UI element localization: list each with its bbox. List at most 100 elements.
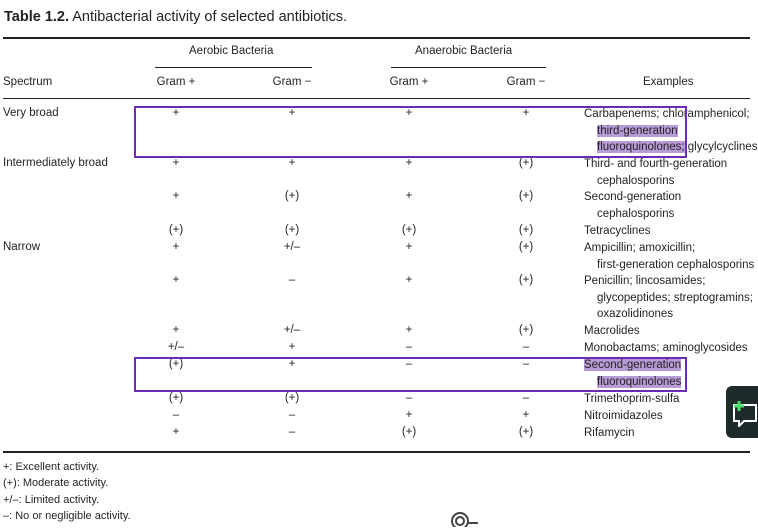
activity-cell: + xyxy=(405,274,413,286)
activity-cell: (+) xyxy=(168,358,184,370)
examples-text: Third- and fourth-generation xyxy=(584,158,728,170)
activity-cell: +/– xyxy=(283,241,301,253)
activity-cell: – xyxy=(172,409,180,421)
examples-line: fluoroquinolones xyxy=(584,374,682,391)
activity-cell: + xyxy=(288,358,296,370)
activity-cell: (+) xyxy=(168,392,184,404)
activity-cell: (+) xyxy=(401,426,417,438)
activity-cell: – xyxy=(522,341,530,353)
row-spectrum-label: Narrow xyxy=(3,241,41,253)
col-header-aerobic-gram-pos: Gram + xyxy=(156,76,196,88)
examples-cell: Carbapenems; chloramphenicol; third-gener… xyxy=(584,106,757,156)
examples-line: Second-generation xyxy=(584,189,681,206)
activity-cell: (+) xyxy=(518,157,534,169)
activity-cell: +/– xyxy=(283,324,301,336)
activity-cell: + xyxy=(522,409,530,421)
examples-text: oxazolidinones xyxy=(597,308,674,320)
examples-line: cephalosporins xyxy=(584,173,727,190)
examples-line: Nitroimidazoles xyxy=(584,408,663,425)
examples-text: Second-generation xyxy=(584,359,682,371)
examples-cell: Macrolides xyxy=(584,323,640,340)
examples-line: first-generation cephalosporins xyxy=(584,257,754,274)
examples-line: cephalosporins xyxy=(584,206,681,223)
examples-cell: Nitroimidazoles xyxy=(584,408,663,425)
examples-text: cephalosporins xyxy=(597,207,675,220)
col-header-examples: Examples xyxy=(643,76,694,88)
highlight-box-second-gen-fq xyxy=(134,357,687,392)
activity-cell: – xyxy=(522,392,530,404)
examples-text: Macrolides xyxy=(584,325,640,337)
row-spectrum-label: Very broad xyxy=(3,107,59,119)
activity-cell: + xyxy=(172,324,180,336)
group-anaerobic: Anaerobic Bacteria xyxy=(415,45,513,57)
group-aerobic-rule xyxy=(155,67,312,68)
activity-cell: (+) xyxy=(518,426,534,438)
add-comment-button[interactable] xyxy=(726,386,758,438)
group-aerobic: Aerobic Bacteria xyxy=(189,45,274,57)
examples-cell: Rifamycin xyxy=(584,425,634,442)
add-comment-icon xyxy=(733,401,757,427)
activity-cell: (+) xyxy=(284,190,300,202)
col-header-spectrum: Spectrum xyxy=(3,76,53,88)
examples-text: Nitroimidazoles xyxy=(584,410,663,422)
activity-cell: + xyxy=(405,107,413,119)
activity-cell: + xyxy=(522,107,530,119)
activity-cell: (+) xyxy=(401,224,417,236)
activity-cell: + xyxy=(172,241,180,253)
examples-text: Ampicillin; amoxicillin; xyxy=(584,242,696,254)
examples-line: Second-generation xyxy=(584,357,682,374)
col-header-anaerobic-gram-pos: Gram + xyxy=(389,76,429,88)
activity-cell: + xyxy=(172,190,180,202)
activity-cell: +/– xyxy=(167,341,185,353)
activity-cell: (+) xyxy=(284,224,300,236)
table-title-label: Table 1.2. xyxy=(4,9,70,25)
highlight-box-very-broad xyxy=(134,106,687,158)
activity-cell: + xyxy=(288,341,296,353)
activity-cell: + xyxy=(172,426,180,438)
table-title: Table 1.2. Antibacterial activity of sel… xyxy=(4,9,347,25)
activity-cell: (+) xyxy=(284,392,300,404)
examples-line: third-generation xyxy=(584,123,757,140)
examples-cell: Tetracyclines xyxy=(584,223,650,240)
examples-cell: Trimethoprim-sulfa xyxy=(584,391,679,408)
activity-cell: (+) xyxy=(518,324,534,336)
activity-cell: + xyxy=(288,157,296,169)
row-spectrum-label: Intermediately broad xyxy=(3,157,108,169)
examples-text: Trimethoprim-sulfa xyxy=(584,393,680,405)
examples-line: Ampicillin; amoxicillin; xyxy=(584,240,754,257)
examples-line: oxazolidinones xyxy=(584,306,753,323)
examples-cell: Ampicillin; amoxicillin; first-generation… xyxy=(584,240,754,273)
legend-item-limited: +/–: Limited activity. xyxy=(3,493,100,506)
examples-line: Carbapenems; chloramphenicol; xyxy=(584,106,757,123)
examples-cell: Second-generation fluoroquinolones xyxy=(584,357,682,391)
group-anaerobic-rule xyxy=(391,67,546,68)
examples-line: Monobactams; aminoglycosides xyxy=(584,340,748,357)
top-rule xyxy=(3,37,750,39)
activity-cell: + xyxy=(405,157,413,169)
activity-cell: + xyxy=(288,107,296,119)
examples-text: glycylcyclines xyxy=(684,141,758,153)
examples-line: Third- and fourth-generation xyxy=(584,156,727,173)
activity-cell: – xyxy=(405,341,413,353)
examples-text: cephalosporins xyxy=(597,174,675,187)
activity-cell: – xyxy=(522,358,530,370)
highlighted-text: fluoroquinolones; xyxy=(597,141,685,153)
activity-cell: – xyxy=(288,426,296,438)
examples-line: Penicillin; lincosamides; xyxy=(584,273,753,290)
activity-cell: – xyxy=(405,392,413,404)
examples-line: Rifamycin xyxy=(584,425,634,442)
activity-cell: + xyxy=(172,157,180,169)
activity-cell: + xyxy=(172,107,180,119)
examples-text: Monobactams; aminoglycosides xyxy=(584,342,748,354)
examples-line: Trimethoprim-sulfa xyxy=(584,391,679,408)
activity-cell: (+) xyxy=(518,224,534,236)
examples-cell: Third- and fourth-generation cephalospori… xyxy=(584,156,727,189)
legend: +: Excellent activity. (+): Moderate act… xyxy=(3,459,131,524)
examples-text: glycopeptides; streptogramins; xyxy=(597,291,753,304)
legend-item-moderate: (+): Moderate activity. xyxy=(3,477,109,490)
legend-item-none: –: No or negligible activity. xyxy=(3,509,131,522)
examples-line: fluoroquinolones; glycylcyclines xyxy=(584,139,757,156)
bottom-rule xyxy=(3,451,750,453)
examples-text: fluoroquinolones xyxy=(597,375,682,388)
activity-cell: + xyxy=(405,324,413,336)
